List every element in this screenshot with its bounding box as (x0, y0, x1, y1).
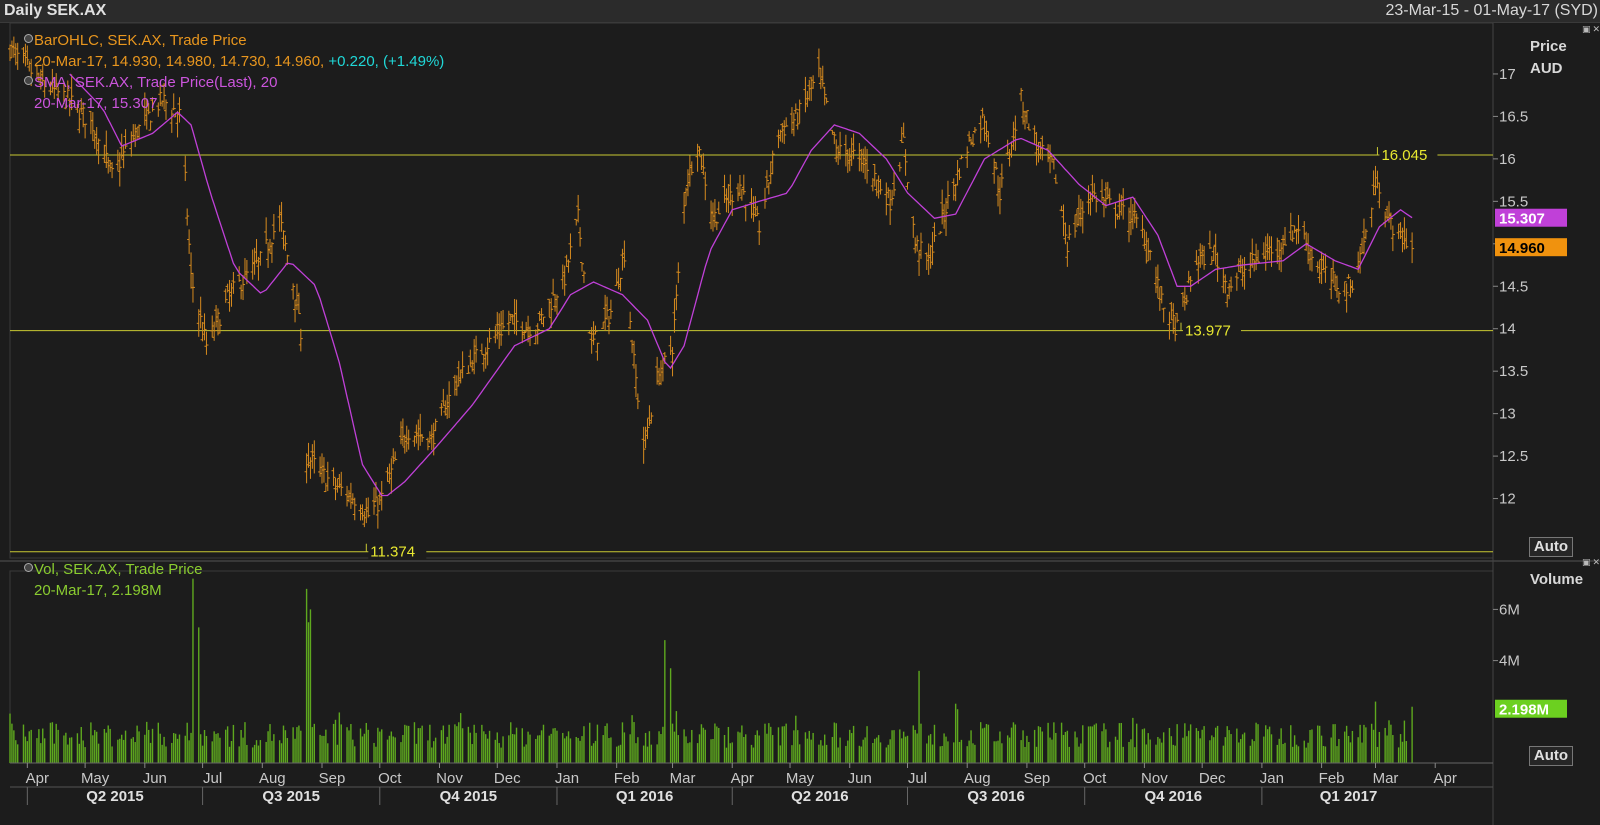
restore-icon[interactable]: ▣ (1582, 24, 1593, 34)
sma-value-tag-bg (1495, 208, 1567, 227)
month-label: Apr (26, 770, 49, 787)
volume-tick-label: 4M (1499, 653, 1520, 670)
price-tick-label: 13.5 (1499, 363, 1528, 380)
volume-legend-title: Vol, SEK.AX, Trade Price (34, 561, 203, 578)
line-label-bg (1182, 320, 1241, 339)
month-label: Jun (143, 770, 167, 787)
quarter-label: Q3 2015 (262, 788, 320, 805)
restore-icon[interactable]: ▣ (1582, 557, 1593, 567)
volume-panel-controls[interactable]: ▣✕ (1582, 557, 1600, 568)
month-label: Dec (1199, 770, 1226, 787)
close-icon[interactable]: ✕ (1592, 557, 1600, 567)
bar-legend-ohlc: 20-Mar-17, 14.930, 14.980, 14.730, 14.96… (34, 53, 325, 70)
line-label: 11.374 (370, 544, 415, 561)
quarter-label: Q1 2017 (1320, 788, 1378, 805)
sma-line (69, 73, 1413, 497)
price-tick-label: 14.5 (1499, 278, 1528, 295)
last-price-tag-bg (1495, 238, 1567, 257)
sma-legend-title: SMA, SEK.AX, Trade Price(Last), 20 (34, 74, 278, 91)
quarter-label: Q4 2015 (440, 788, 498, 805)
month-label: May (81, 770, 110, 787)
quarter-label: Q2 2015 (86, 788, 144, 805)
close-icon[interactable]: ✕ (1592, 24, 1600, 34)
line-label: 16.045 (1381, 147, 1427, 164)
price-legend: BarOHLC, SEK.AX, Trade Price 20-Mar-17, … (24, 30, 444, 72)
month-label: Aug (964, 770, 991, 787)
volume-axis-title: Volume (1530, 571, 1584, 588)
month-label: Nov (1141, 770, 1168, 787)
last-price-tag: 14.960 (1499, 240, 1545, 257)
volume-legend-value: 20-Mar-17, 2.198M (34, 582, 162, 599)
line-label-bg (368, 541, 427, 560)
month-label: Apr (1434, 770, 1457, 787)
month-label: Feb (614, 770, 640, 787)
month-label: Jan (555, 770, 579, 787)
volume-tick-label: 6M (1499, 601, 1520, 618)
legend-marker-icon[interactable] (24, 563, 33, 572)
legend-marker-icon[interactable] (24, 76, 33, 85)
price-tick-label: 14 (1499, 321, 1516, 338)
month-label: Jun (848, 770, 872, 787)
line-label: 13.977 (1185, 323, 1231, 340)
price-tick-label: 12 (1499, 491, 1516, 508)
title-bar: Daily SEK.AX 23-Mar-15 - 01-May-17 (SYD) (0, 0, 1600, 23)
month-label: Mar (670, 770, 696, 787)
month-label: May (786, 770, 815, 787)
month-label: Apr (731, 770, 754, 787)
month-label: Oct (1083, 770, 1107, 787)
line-label-bg (1379, 145, 1438, 164)
price-axis-unit: AUD (1530, 60, 1563, 77)
month-label: Jul (908, 770, 927, 787)
price-tick-label: 17 (1499, 66, 1516, 83)
price-tick-label: 16.5 (1499, 108, 1528, 125)
price-panel-controls[interactable]: ▣✕ (1582, 24, 1600, 35)
month-label: Jul (203, 770, 222, 787)
month-label: Sep (319, 770, 346, 787)
volume-panel-frame (9, 570, 1494, 764)
bar-legend-values: 20-Mar-17, 14.930, 14.980, 14.730, 14.96… (34, 51, 444, 72)
sma-value-tag: 15.307 (1499, 211, 1545, 228)
price-tick-label: 12.5 (1499, 448, 1528, 465)
price-axis-title: Price (1530, 38, 1567, 55)
quarter-label: Q1 2016 (616, 788, 674, 805)
quarter-label: Q4 2016 (1145, 788, 1203, 805)
month-label: Aug (259, 770, 286, 787)
sma-legend: SMA, SEK.AX, Trade Price(Last), 20 20-Ma… (24, 72, 278, 114)
month-label: Sep (1024, 770, 1051, 787)
quarter-label: Q2 2016 (791, 788, 849, 805)
date-range[interactable]: 23-Mar-15 - 01-May-17 (SYD) (1385, 2, 1599, 19)
volume-value-tag-bg (1495, 699, 1567, 718)
quarter-label: Q3 2016 (967, 788, 1025, 805)
price-tick-label: 13 (1499, 406, 1516, 423)
price-tick-label: 15.5 (1499, 193, 1528, 210)
sma-legend-value: 20-Mar-17, 15.307 (34, 95, 158, 112)
volume-value-tag: 2.198M (1499, 702, 1549, 719)
price-auto-scale-button[interactable]: Auto (1529, 537, 1573, 557)
month-label: Jan (1260, 770, 1284, 787)
bar-legend-change: +0.220, (+1.49%) (328, 53, 445, 70)
volume-legend: Vol, SEK.AX, Trade Price 20-Mar-17, 2.19… (24, 559, 203, 601)
month-label: Oct (378, 770, 402, 787)
month-label: Nov (436, 770, 463, 787)
month-label: Feb (1319, 770, 1345, 787)
price-tick-label: 16 (1499, 151, 1516, 168)
bar-legend-title: BarOHLC, SEK.AX, Trade Price (34, 32, 247, 49)
chart-title: Daily SEK.AX (4, 2, 107, 19)
legend-marker-icon[interactable] (24, 34, 33, 43)
month-label: Mar (1373, 770, 1399, 787)
month-label: Dec (494, 770, 521, 787)
volume-auto-scale-button[interactable]: Auto (1529, 746, 1573, 766)
